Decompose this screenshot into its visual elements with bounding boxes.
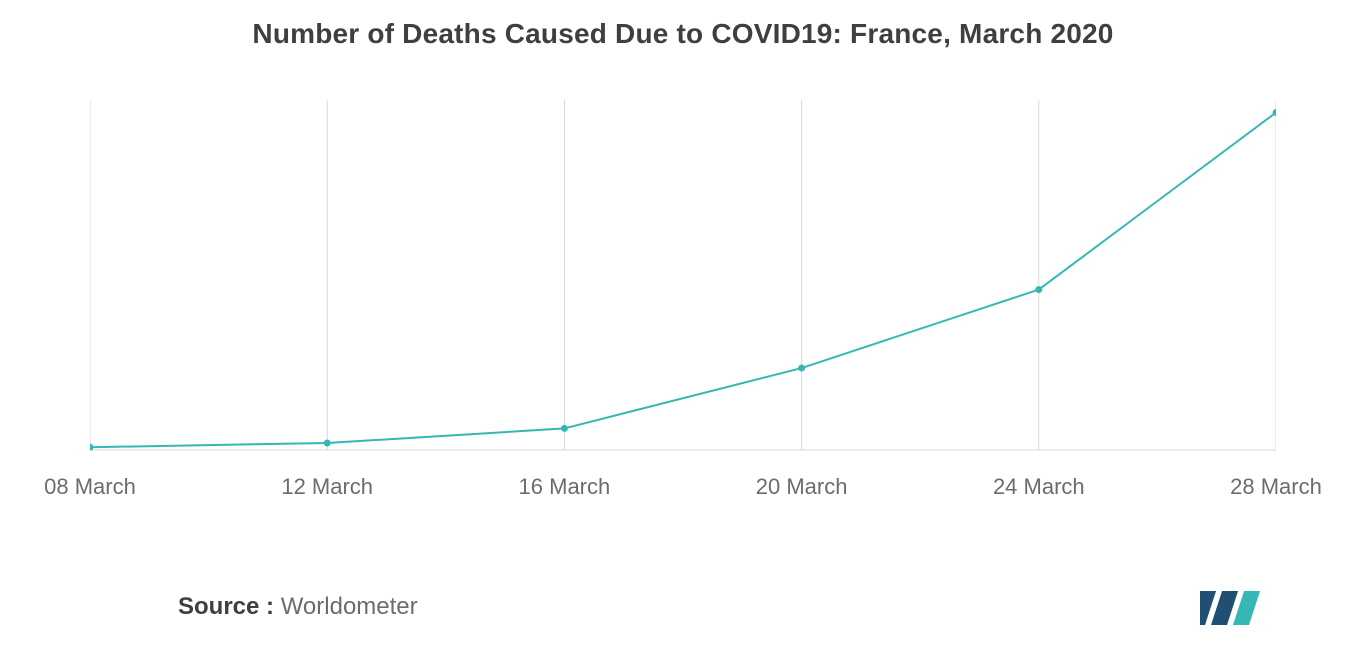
data-point — [798, 365, 805, 372]
logo-bar-3 — [1233, 591, 1260, 625]
x-axis-labels: 08 March12 March16 March20 March24 March… — [90, 474, 1276, 504]
x-tick-label: 12 March — [281, 474, 373, 500]
data-point — [324, 440, 331, 447]
data-point — [1035, 286, 1042, 293]
logo-bar-2 — [1211, 591, 1238, 625]
data-line — [90, 113, 1276, 448]
source-line: Source : Worldometer — [178, 593, 418, 621]
data-point — [561, 425, 568, 432]
brand-logo — [1200, 585, 1278, 627]
chart-title: Number of Deaths Caused Due to COVID19: … — [0, 0, 1366, 50]
x-tick-label: 20 March — [756, 474, 848, 500]
chart-area: 08 March12 March16 March20 March24 March… — [90, 90, 1276, 470]
source-text: Worldometer — [281, 593, 418, 620]
x-tick-label: 16 March — [519, 474, 611, 500]
x-tick-label: 28 March — [1230, 474, 1322, 500]
source-label: Source : — [178, 593, 274, 620]
x-tick-label: 08 March — [44, 474, 136, 500]
x-tick-label: 24 March — [993, 474, 1085, 500]
line-chart-svg — [90, 90, 1276, 470]
